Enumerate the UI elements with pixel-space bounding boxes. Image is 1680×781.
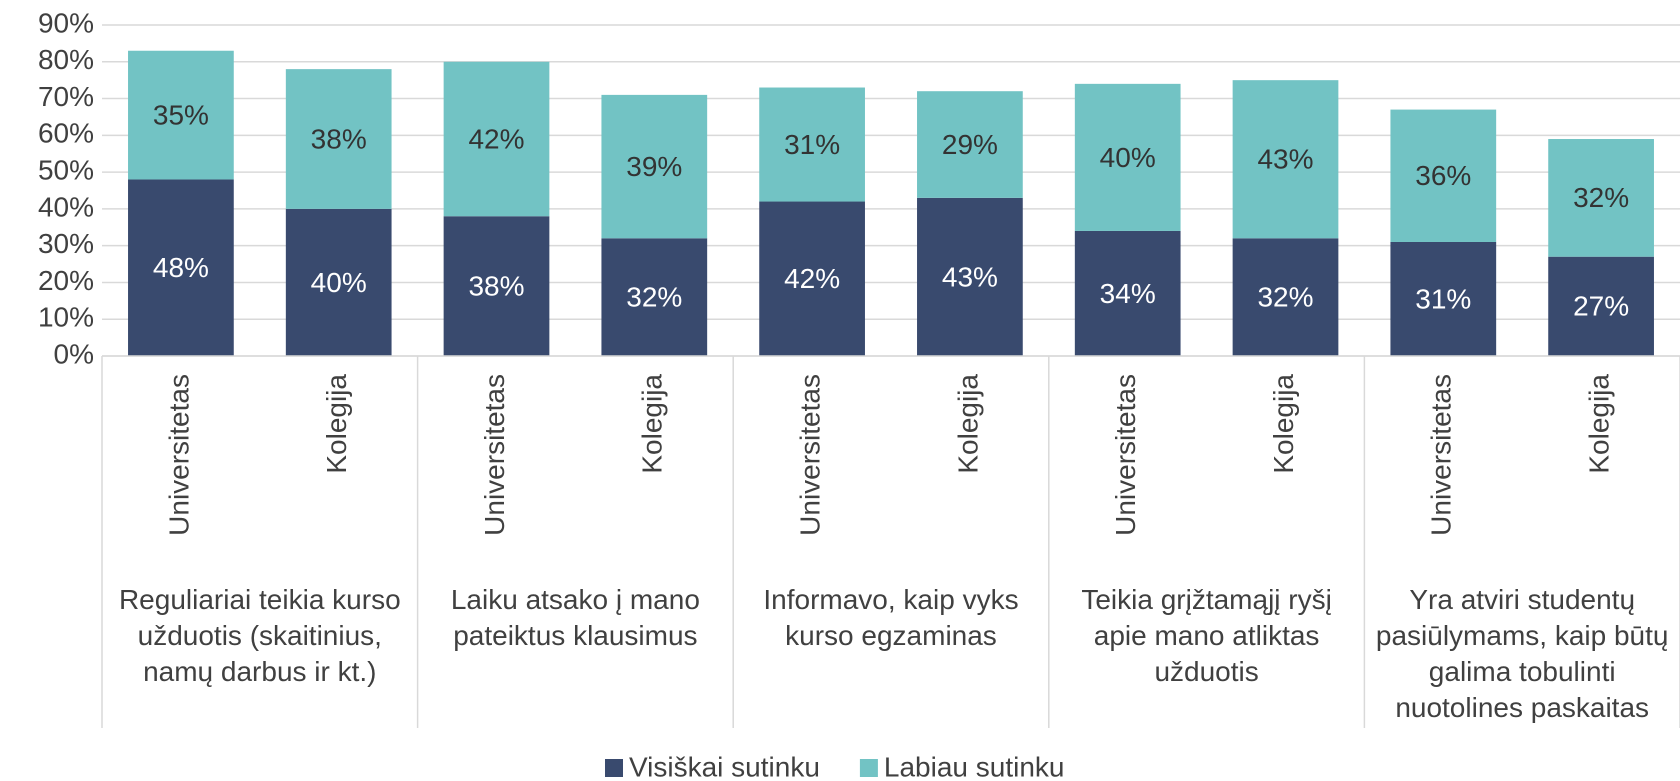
- y-tick-label: 70%: [38, 81, 94, 112]
- bar-segment: [443, 61, 550, 217]
- x-tick-label: Kolegija: [1583, 374, 1614, 474]
- x-tick-label: Universitetas: [1426, 374, 1457, 536]
- data-label: 34%: [1100, 278, 1156, 309]
- bar-segment: [285, 69, 392, 209]
- data-label: 48%: [153, 252, 209, 283]
- group-label: Informavo, kaip vyks kurso egzaminas: [763, 584, 1019, 651]
- data-label: 43%: [1257, 144, 1313, 175]
- bar-segment: [1548, 256, 1654, 356]
- data-label: 38%: [468, 271, 524, 302]
- x-tick-label: Universitetas: [163, 374, 194, 536]
- data-label: 32%: [1257, 282, 1313, 313]
- x-tick-label: Kolegija: [637, 374, 668, 474]
- y-tick-label: 40%: [38, 191, 94, 222]
- data-label: 40%: [311, 267, 367, 298]
- data-label: 39%: [626, 151, 682, 182]
- legend-label: Visiškai sutinku: [629, 751, 820, 781]
- bar-segment: [1232, 238, 1339, 356]
- bar-segment: [917, 197, 1023, 356]
- legend-swatch: [605, 759, 623, 777]
- data-label: 43%: [942, 261, 998, 292]
- y-tick-label: 20%: [38, 265, 94, 296]
- legend-swatch: [859, 759, 878, 777]
- data-label: 42%: [468, 123, 524, 154]
- group-label: Teikia grįžtamąjį ryšį apie mano atlikta…: [1081, 584, 1332, 687]
- bar-segment: [1074, 230, 1181, 356]
- x-tick-label: Kolegija: [321, 374, 352, 474]
- x-tick-label: Kolegija: [1268, 374, 1299, 474]
- data-label: 42%: [784, 263, 840, 294]
- y-tick-label: 30%: [38, 228, 94, 259]
- data-label: 32%: [626, 282, 682, 313]
- bar-segment: [443, 216, 550, 356]
- legend-label: Labiau sutinku: [884, 751, 1065, 781]
- data-label: 38%: [311, 123, 367, 154]
- bar-segment: [1074, 83, 1181, 231]
- data-label: 31%: [784, 129, 840, 160]
- y-tick-label: 90%: [38, 7, 94, 38]
- x-tick-label: Universitetas: [1110, 374, 1141, 536]
- x-tick-label: Universitetas: [479, 374, 510, 536]
- x-tick-label: Universitetas: [794, 374, 825, 536]
- data-label: 32%: [1573, 182, 1629, 213]
- bar-segment: [1232, 80, 1339, 239]
- data-label: 27%: [1573, 291, 1629, 322]
- group-label: Laiku atsako į mano pateiktus klausimus: [450, 584, 700, 651]
- data-label: 35%: [153, 99, 209, 130]
- data-label: 40%: [1100, 142, 1156, 173]
- bar-segment: [1390, 109, 1497, 242]
- y-tick-label: 80%: [38, 44, 94, 75]
- bar-segment: [601, 94, 708, 239]
- y-tick-label: 60%: [38, 118, 94, 149]
- group-label: Reguliariai teikia kurso užduotis (skait…: [118, 584, 401, 687]
- bar-segment: [1390, 241, 1497, 356]
- bar-segment: [1548, 139, 1654, 257]
- bar-segment: [759, 201, 865, 356]
- data-label: 29%: [942, 129, 998, 160]
- data-label: 36%: [1415, 160, 1471, 191]
- y-tick-label: 50%: [38, 155, 94, 186]
- y-tick-label: 10%: [38, 302, 94, 333]
- bar-segment: [601, 238, 708, 356]
- group-label: Yra atviri studentų pasiūlymams, kaip bū…: [1375, 584, 1669, 723]
- data-label: 31%: [1415, 283, 1471, 314]
- bar-segment: [285, 208, 392, 356]
- bar-segment: [759, 87, 865, 202]
- bar-segment: [128, 50, 234, 180]
- x-tick-label: Kolegija: [952, 374, 983, 474]
- bar-segment: [128, 179, 234, 356]
- y-tick-label: 0%: [54, 338, 94, 369]
- bar-segment: [917, 91, 1023, 198]
